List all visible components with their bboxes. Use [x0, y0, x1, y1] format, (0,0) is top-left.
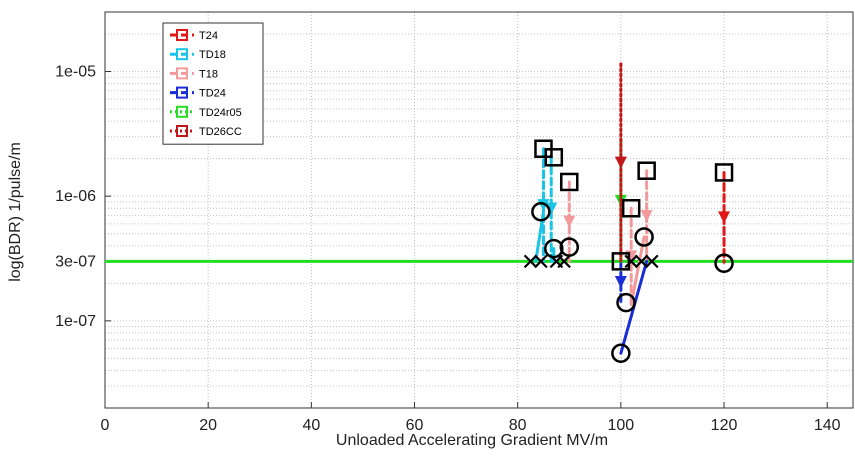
y-axis-label: log(BDR) 1/pulse/m — [7, 142, 24, 282]
square-marker — [611, 252, 631, 271]
circle-marker — [634, 227, 654, 247]
x-marker — [523, 254, 538, 269]
x-marker — [534, 254, 548, 269]
legend-label: T24 — [199, 30, 218, 42]
square-marker — [637, 161, 656, 180]
legend-entry: TD24 — [170, 86, 226, 100]
square-marker — [544, 148, 564, 167]
legend-swatch-marker — [176, 125, 188, 137]
x-axis-label: Unloaded Accelerating Gradient MV/m — [336, 432, 608, 449]
circle-marker — [544, 238, 564, 259]
x-marker — [634, 254, 649, 269]
legend: T24 TD18 T18 TD24 TD24r05 TD26CC — [162, 22, 264, 145]
series-line-t18 — [629, 235, 646, 307]
series-arrow-t24 — [718, 211, 731, 224]
legend-label: TD18 — [199, 49, 226, 61]
legend-entry: T24 — [170, 29, 218, 42]
x-marker — [557, 254, 571, 269]
series-arrow-td26cc — [614, 156, 627, 169]
legend-box — [162, 22, 264, 145]
legend-entry: TD18 — [170, 48, 226, 61]
plot-area: 0 20 40 60 80 100 120 140 1e-07 3e-07 1e-06 1e-05 T2… — [55, 11, 854, 434]
x-marker — [624, 254, 638, 269]
circle-marker — [714, 253, 734, 273]
x-tick-label: 100 — [608, 417, 635, 434]
y-tick-label: 3e-07 — [55, 253, 96, 270]
legend-swatch-marker — [176, 105, 188, 118]
series-arrow-t18 — [563, 215, 576, 228]
square-marker — [560, 172, 579, 192]
legend-entry: T18 — [170, 67, 218, 80]
y-tick-label: 1e-05 — [55, 63, 96, 80]
series-arrow-td24 — [614, 275, 627, 288]
x-tick-label: 140 — [814, 417, 841, 434]
x-tick-label: 80 — [509, 417, 527, 434]
x-marker — [645, 254, 659, 269]
square-marker — [714, 163, 734, 182]
legend-label: TD24 — [199, 88, 226, 100]
x-tick-label: 40 — [302, 417, 320, 434]
legend-label: TD26CC — [199, 126, 242, 138]
circle-marker — [531, 201, 551, 222]
circle-marker — [616, 292, 636, 313]
axes-box — [104, 11, 854, 409]
y-tick-label: 1e-06 — [55, 188, 96, 205]
series-arrow-t18 — [640, 210, 653, 223]
y-tick-label: 1e-07 — [55, 313, 96, 330]
legend-swatch-marker — [176, 29, 188, 41]
legend-swatch-marker — [176, 67, 188, 80]
circle-marker — [611, 343, 631, 363]
x-tick-label: 20 — [199, 417, 217, 434]
legend-swatch-marker — [176, 48, 188, 61]
legend-entry: TD26CC — [170, 125, 242, 138]
legend-label: T18 — [199, 68, 218, 80]
x-tick-label: 60 — [406, 417, 424, 434]
x-tick-label: 0 — [101, 417, 110, 434]
legend-entry: TD24r05 — [170, 105, 242, 119]
x-tick-label: 120 — [711, 417, 738, 434]
legend-label: TD24r05 — [199, 107, 242, 119]
legend-swatch-marker — [176, 86, 188, 99]
square-marker — [621, 199, 641, 218]
